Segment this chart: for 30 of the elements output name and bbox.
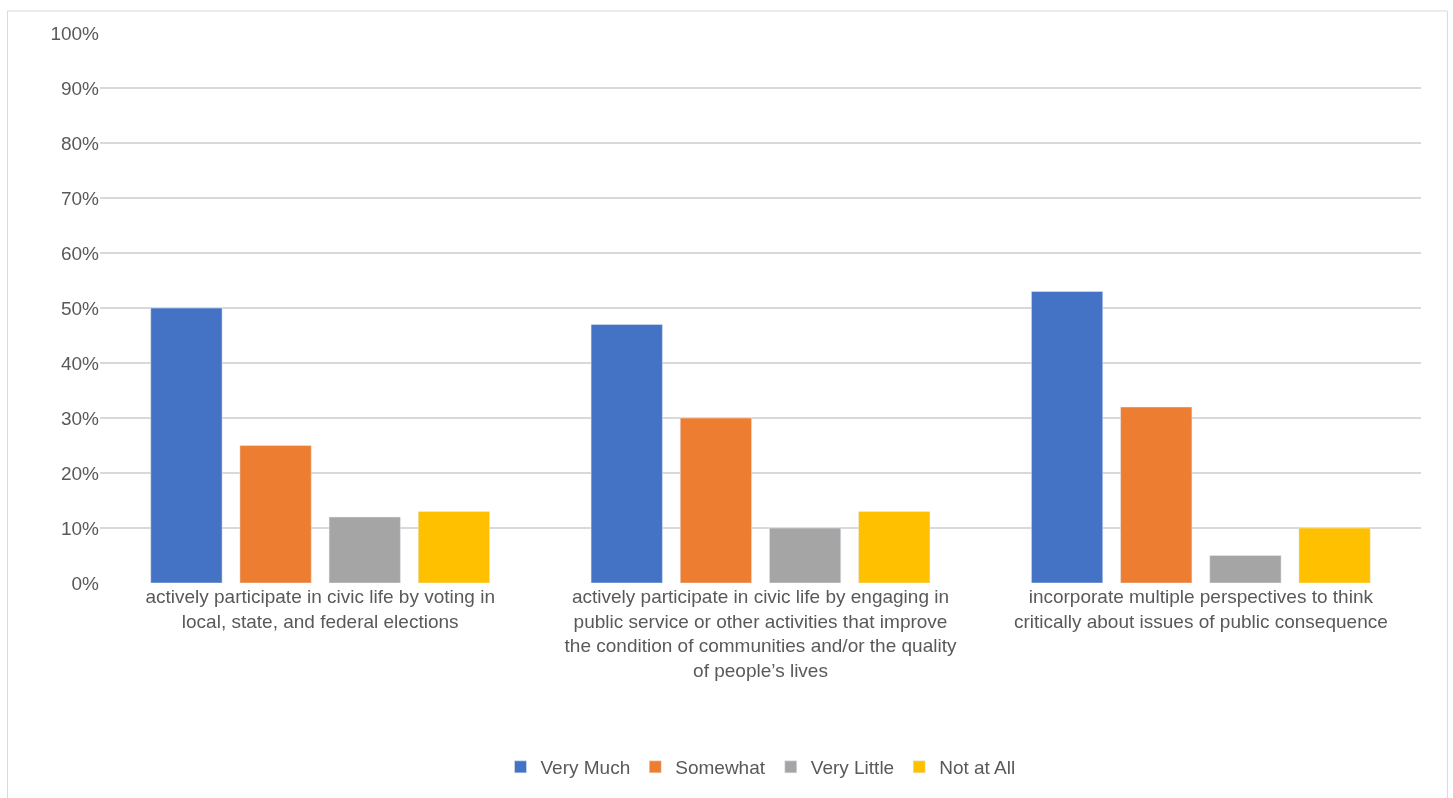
y-tick-label: 30% <box>60 407 100 429</box>
y-tick-label: 70% <box>60 187 100 209</box>
y-tick-label: 80% <box>60 132 100 154</box>
bar <box>418 511 490 583</box>
y-tick-label: 0% <box>71 572 100 594</box>
x-tick-label: actively participate in civic life by engaging in public service or other activities that improve the condition of communities and/or the quality of people’s lives <box>564 586 957 682</box>
bar <box>769 527 841 583</box>
legend-label: Very Little <box>810 757 895 779</box>
y-tick-label: 60% <box>60 242 100 264</box>
bar <box>858 511 931 583</box>
x-tick-label: incorporate multiple perspectives to think critically about issues of public consequence <box>1013 586 1388 632</box>
bar <box>590 324 663 583</box>
y-tick-label: 50% <box>60 297 100 319</box>
bar <box>1031 291 1103 583</box>
bar <box>239 445 312 583</box>
legend-label: Somewhat <box>675 757 766 779</box>
y-tick-label: 90% <box>60 77 100 99</box>
legend-label: Very Much <box>540 757 631 779</box>
bar <box>328 516 401 583</box>
y-tick-label: 20% <box>60 462 100 484</box>
bar <box>680 417 752 583</box>
x-tick-label: actively participate in civic life by voting in local, state, and federal elections <box>145 586 495 632</box>
y-tick-label: 40% <box>60 352 100 374</box>
bar <box>1120 406 1193 583</box>
bar <box>150 307 223 583</box>
bar <box>1298 527 1371 583</box>
legend-label: Not at All <box>939 757 1016 779</box>
y-tick-label: 10% <box>60 517 100 539</box>
y-tick-label: 100% <box>50 22 100 44</box>
bar <box>1209 555 1282 583</box>
